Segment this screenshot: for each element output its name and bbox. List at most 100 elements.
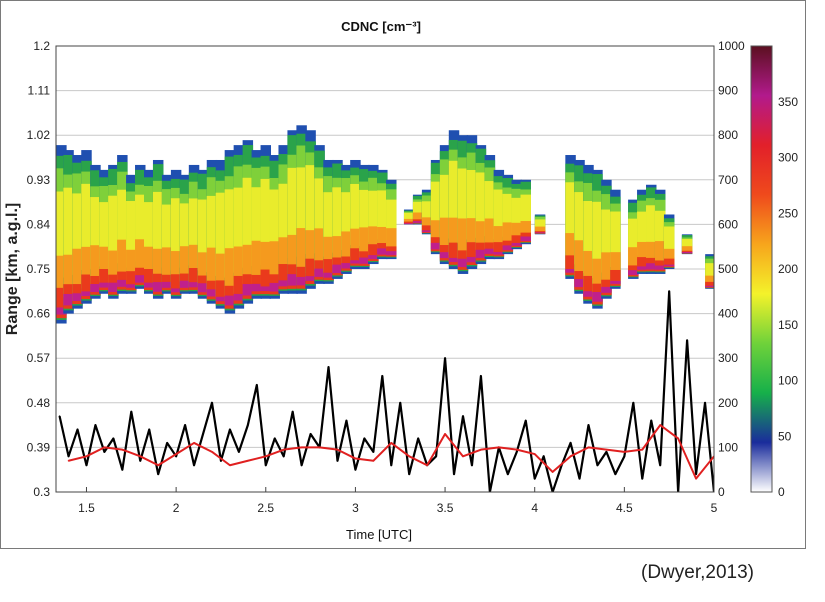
series-point: [300, 464, 303, 467]
series-point: [480, 375, 482, 377]
cdnc-cell: [90, 197, 101, 270]
cdnc-cell: [493, 189, 505, 240]
cdnc-cell: [534, 232, 546, 234]
cdnc-cell: [475, 172, 487, 238]
cdnc-cell: [81, 291, 92, 297]
y-tick-label: 0.57: [27, 351, 51, 365]
series-point: [300, 446, 303, 449]
cdnc-cell: [152, 248, 164, 292]
cdnc-cell: [269, 241, 280, 292]
cdnc-cell: [224, 248, 236, 306]
series-point: [695, 473, 697, 475]
cdnc-cell: [350, 228, 361, 264]
cdnc-cell: [296, 167, 307, 257]
series-point: [605, 451, 608, 453]
cdnc-cell: [152, 282, 164, 292]
cdnc-cell: [466, 169, 478, 240]
cdnc-cell: [368, 244, 379, 262]
cdnc-cell: [350, 248, 361, 266]
cdnc-cell: [592, 291, 603, 302]
series-point: [264, 455, 267, 458]
cdnc-cell: [592, 258, 603, 302]
cdnc-cell: [188, 244, 200, 288]
cdnc-cell: [377, 248, 388, 255]
series-point: [390, 464, 393, 467]
cdnc-cell: [278, 237, 289, 287]
cdnc-cell: [143, 246, 155, 288]
cdnc-cell: [332, 264, 343, 273]
cdnc-cell: [233, 293, 245, 301]
y2-tick-label: 200: [718, 396, 738, 410]
series-lines: [58, 290, 714, 492]
series-point: [533, 453, 536, 455]
series-point: [130, 410, 133, 413]
cdnc-cell: [637, 211, 648, 256]
cdnc-cell: [143, 202, 155, 267]
series-point: [408, 455, 411, 458]
x-axis-ticks: 1.5 2 2.5 3 3.5 4 4.5 5: [78, 487, 718, 515]
cdnc-cell: [439, 217, 451, 259]
cdnc-cell: [260, 269, 272, 295]
cdnc-cell: [117, 239, 128, 287]
cdnc-cell: [448, 257, 460, 263]
y2-tick-label: 1000: [718, 39, 745, 53]
cdnc-cell: [287, 234, 298, 286]
cdnc-cell: [475, 249, 487, 259]
series-point: [76, 428, 79, 431]
cdnc-cell: [305, 258, 316, 285]
series-point: [381, 375, 384, 377]
cdnc-cell: [215, 253, 227, 302]
cdnc-cell: [251, 283, 263, 292]
cdnc-cell: [663, 226, 675, 258]
cdnc-cell: [161, 204, 173, 268]
cdnc-cell: [484, 218, 496, 254]
cdnc-cell: [583, 291, 594, 297]
cdnc-cell: [368, 226, 379, 260]
cdnc-cell: [81, 183, 92, 270]
cdnc-cell: [511, 235, 523, 248]
cdnc-cell: [56, 287, 67, 319]
colorbar-tick-label: 50: [778, 429, 792, 443]
cdnc-cell: [565, 255, 576, 276]
x-tick-label: 4: [531, 501, 538, 515]
y-tick-label: 0.39: [27, 440, 51, 454]
cdnc-cell: [610, 269, 621, 286]
cdnc-cell: [412, 212, 424, 223]
cdnc-cell: [170, 198, 182, 271]
y-tick-label: 1.2: [33, 39, 50, 53]
cdnc-cell: [386, 199, 397, 242]
cdnc-cell: [574, 192, 585, 265]
series-line-black: [58, 290, 714, 492]
cdnc-cell: [610, 252, 621, 284]
series-point: [677, 437, 679, 440]
cdnc-cell: [574, 240, 585, 288]
cdnc-cell: [705, 263, 714, 282]
series-point: [103, 446, 106, 449]
cdnc-cell: [493, 242, 505, 257]
cdnc-cell: [126, 284, 137, 288]
cdnc-cell: [117, 279, 128, 287]
series-point: [480, 448, 482, 451]
cdnc-cell: [81, 246, 92, 297]
colorbar-tick-label: 300: [778, 151, 798, 165]
y-axis-label: Range [km, a.g.l.]: [4, 203, 21, 335]
series-point: [632, 402, 635, 404]
cdnc-cell: [143, 282, 155, 288]
cdnc-cell: [269, 282, 280, 292]
cdnc-cell: [197, 283, 209, 293]
cdnc-cell: [63, 254, 74, 306]
series-point: [148, 428, 151, 431]
series-point: [704, 402, 706, 404]
series-point: [229, 428, 231, 431]
series-point: [695, 477, 697, 480]
cdnc-cell: [99, 269, 110, 291]
cdnc-cell: [520, 194, 531, 231]
colorbar-tick-label: 100: [778, 374, 798, 388]
cdnc-cell: [170, 274, 182, 295]
y-tick-label: 0.66: [27, 307, 51, 321]
cdnc-cell: [332, 187, 343, 253]
cdnc-cell: [197, 199, 209, 271]
series-point: [569, 455, 572, 458]
series-point: [58, 415, 61, 417]
colorbar-tick-label: 250: [778, 206, 798, 220]
